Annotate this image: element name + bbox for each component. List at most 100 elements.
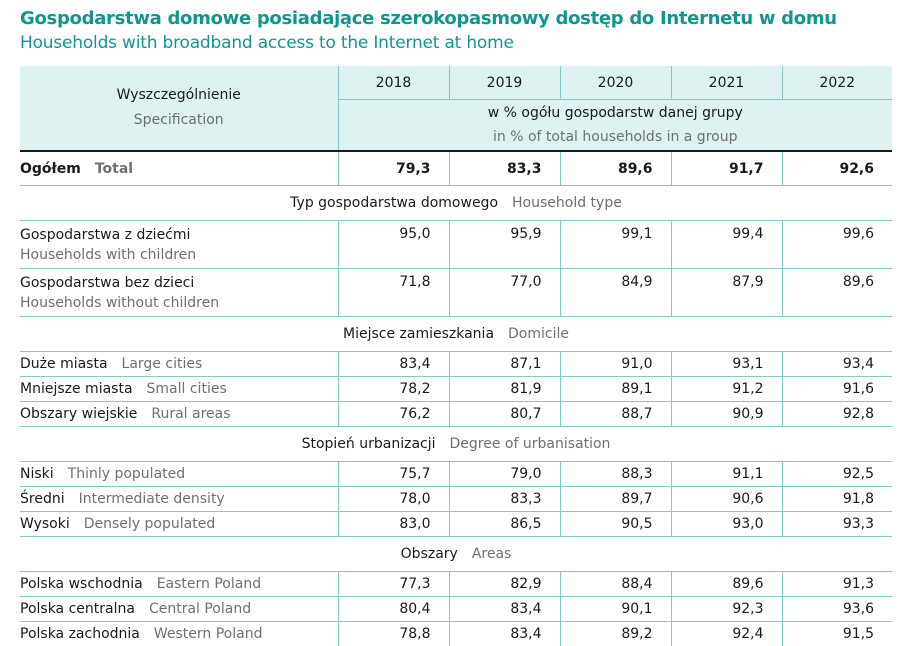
- cell-value: 89,6: [782, 269, 892, 317]
- cell-value: 78,2: [338, 377, 449, 402]
- row-label-pl: Niski: [20, 466, 54, 482]
- row-label-pl: Duże miasta: [20, 356, 108, 372]
- section-title-en: Domicile: [508, 326, 569, 342]
- cell-value: 78,0: [338, 487, 449, 512]
- cell-value: 93,0: [671, 512, 782, 537]
- row-label-en: Total: [95, 161, 133, 177]
- cell-value: 81,9: [449, 377, 560, 402]
- row-label-pl: Wysoki: [20, 516, 70, 532]
- cell-value: 91,6: [782, 377, 892, 402]
- cell-value: 91,8: [782, 487, 892, 512]
- cell-value: 91,3: [782, 572, 892, 597]
- cell-value: 75,7: [338, 462, 449, 487]
- section-title-en: Household type: [512, 195, 622, 211]
- row-label-en: Large cities: [122, 356, 203, 372]
- cell-value: 90,9: [671, 402, 782, 427]
- row-label-pl: Średni: [20, 491, 65, 507]
- section-title-pl: Stopień urbanizacji: [302, 436, 436, 452]
- cell-value: 80,7: [449, 402, 560, 427]
- section-title-pl: Miejsce zamieszkania: [343, 326, 494, 342]
- header-spec-pl: Wyszczególnienie: [20, 83, 338, 108]
- cell-value: 90,6: [671, 487, 782, 512]
- row-label-en: Small cities: [147, 381, 227, 397]
- cell-value: 78,8: [338, 622, 449, 646]
- row-label-en: Thinly populated: [68, 466, 185, 482]
- row-label-en: Densely populated: [84, 516, 215, 532]
- row-label: Mniejsze miasta Small cities: [20, 377, 338, 402]
- cell-value: 91,2: [671, 377, 782, 402]
- row-label-pl: Mniejsze miasta: [20, 381, 133, 397]
- row-label-en: Eastern Poland: [157, 576, 261, 592]
- cell-value: 90,5: [560, 512, 671, 537]
- section-header-row: Miejsce zamieszkania Domicile: [20, 317, 892, 352]
- cell-value: 93,4: [782, 352, 892, 377]
- row-label-pl: Obszary wiejskie: [20, 406, 137, 422]
- table-row: Gospodarstwa z dziećmi Households with ch…: [20, 221, 892, 269]
- cell-value: 93,3: [782, 512, 892, 537]
- page-title: Gospodarstwa domowe posiadające szerokop…: [20, 8, 837, 29]
- cell-value: 77,0: [449, 269, 560, 317]
- row-label: Gospodarstwa bez dzieci Households withou…: [20, 269, 338, 317]
- cell-value: 83,4: [449, 622, 560, 646]
- row-label-en: Rural areas: [151, 406, 230, 422]
- cell-value: 88,7: [560, 402, 671, 427]
- section-title-en: Degree of urbanisation: [450, 436, 611, 452]
- cell-value: 99,6: [782, 221, 892, 269]
- header-year: 2022: [782, 66, 892, 100]
- cell-value: 99,4: [671, 221, 782, 269]
- row-label-en: Households with children: [20, 247, 196, 263]
- row-label: Niski Thinly populated: [20, 462, 338, 487]
- row-label-pl: Gospodarstwa z dziećmi: [20, 227, 190, 243]
- header-year: 2021: [671, 66, 782, 100]
- cell-value: 95,0: [338, 221, 449, 269]
- cell-value: 91,5: [782, 622, 892, 646]
- section-title-pl: Typ gospodarstwa domowego: [290, 195, 498, 211]
- header-unit: w % ogółu gospodarstw danej grupy in % o…: [338, 100, 892, 152]
- row-label: Wysoki Densely populated: [20, 512, 338, 537]
- header-year: 2019: [449, 66, 560, 100]
- cell-value: 76,2: [338, 402, 449, 427]
- header-spec-en: Specification: [20, 108, 338, 133]
- header-year: 2018: [338, 66, 449, 100]
- section-title-en: Areas: [472, 546, 512, 562]
- cell-value: 83,3: [449, 151, 560, 186]
- header-unit-en: in % of total households in a group: [339, 125, 893, 149]
- section-header-row: Typ gospodarstwa domowego Household type: [20, 186, 892, 221]
- cell-value: 90,1: [560, 597, 671, 622]
- cell-value: 99,1: [560, 221, 671, 269]
- cell-value: 95,9: [449, 221, 560, 269]
- cell-value: 93,6: [782, 597, 892, 622]
- cell-value: 92,4: [671, 622, 782, 646]
- section-header-row: Stopień urbanizacji Degree of urbanisatio…: [20, 427, 892, 462]
- cell-value: 92,3: [671, 597, 782, 622]
- row-label: Gospodarstwa z dziećmi Households with ch…: [20, 221, 338, 269]
- row-label: Duże miasta Large cities: [20, 352, 338, 377]
- header-year: 2020: [560, 66, 671, 100]
- row-label-en: Households without children: [20, 295, 219, 311]
- cell-value: 89,7: [560, 487, 671, 512]
- cell-value: 82,9: [449, 572, 560, 597]
- section-header: Stopień urbanizacji Degree of urbanisatio…: [20, 427, 892, 462]
- cell-value: 77,3: [338, 572, 449, 597]
- section-header: Miejsce zamieszkania Domicile: [20, 317, 892, 352]
- row-label-pl: Gospodarstwa bez dzieci: [20, 275, 194, 291]
- cell-value: 92,5: [782, 462, 892, 487]
- cell-value: 92,8: [782, 402, 892, 427]
- cell-value: 89,1: [560, 377, 671, 402]
- row-label: Obszary wiejskie Rural areas: [20, 402, 338, 427]
- row-label-pl: Polska zachodnia: [20, 626, 140, 642]
- cell-value: 79,0: [449, 462, 560, 487]
